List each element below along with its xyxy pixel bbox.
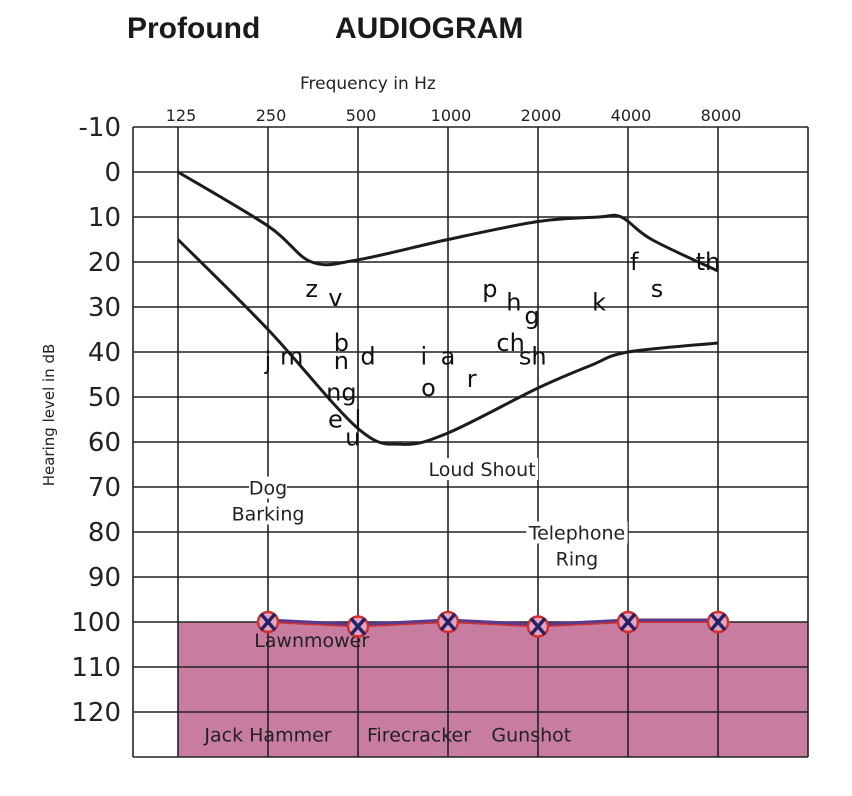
phoneme-label: n (334, 347, 349, 375)
threshold-x-marker (529, 617, 547, 636)
y-tick-label: 30 (88, 293, 121, 323)
y-tick-label: 60 (88, 428, 121, 458)
sound-label-bg (526, 521, 628, 544)
phoneme-label: sh (519, 343, 547, 371)
sound-label: Jack Hammer (203, 725, 331, 747)
frequency-ticks: 125 250 500 1000 2000 4000 8000 (166, 106, 742, 125)
environmental-sounds: Dog Barking Loud Shout Telephone Ring Lawnmow… (203, 458, 628, 747)
x-tick-label: 4000 (611, 106, 652, 125)
sound-label: Barking (232, 504, 305, 526)
threshold-x-marker (259, 612, 277, 632)
hearing-level-ticks: -10 0 10 20 30 40 50 60 70 80 90 100 110 120 (71, 113, 121, 728)
phoneme-label: d (360, 343, 375, 371)
threshold-line-left (267, 618, 718, 627)
sound-label-bg (249, 476, 287, 499)
phoneme-label: j (264, 347, 272, 375)
speech-banana-lower (176, 238, 719, 446)
x-tick-label: 2000 (521, 106, 562, 125)
threshold-x-marker (349, 617, 367, 636)
chart-grid (132, 126, 809, 758)
sound-label: Ring (556, 549, 599, 571)
phoneme-label: g (524, 302, 539, 330)
phoneme-label: ng (326, 379, 356, 407)
y-tick-label: 10 (88, 203, 121, 233)
speech-banana (176, 170, 719, 446)
phoneme-label: o (421, 374, 436, 402)
threshold-x-marker (439, 612, 457, 632)
y-tick-label: 40 (88, 338, 121, 368)
sound-label: Dog (249, 478, 287, 500)
y-tick-label: 90 (88, 563, 121, 593)
x-tick-label: 125 (166, 106, 197, 125)
phoneme-label: ch (496, 329, 524, 357)
phoneme-label: l (355, 406, 362, 434)
phoneme-label: r (467, 365, 477, 393)
profound-loss-band (178, 622, 808, 757)
phoneme-label: i (420, 343, 427, 371)
sound-label: Firecracker (367, 725, 471, 747)
y-tick-label: 100 (71, 608, 121, 638)
sound-label-bg (227, 502, 309, 525)
sound-label-bg (552, 547, 602, 570)
phoneme-label: f (630, 248, 639, 276)
hearing-thresholds (256, 610, 730, 638)
y-tick-label: 0 (104, 158, 121, 188)
x-axis-label: Frequency in Hz (300, 74, 436, 94)
sound-label: Gunshot (491, 725, 571, 747)
y-tick-label: 80 (88, 518, 121, 548)
phoneme-label: s (651, 275, 664, 303)
phoneme-label: k (592, 289, 606, 317)
y-tick-label: -10 (79, 113, 121, 143)
sound-label-bg (426, 458, 539, 480)
phoneme-label: e (328, 406, 343, 434)
threshold-x-marker (619, 612, 637, 632)
phoneme-label: z (305, 275, 318, 303)
threshold-line-right (267, 620, 718, 628)
threshold-x-marker (709, 612, 727, 632)
y-axis-label: Hearing level in dB (40, 344, 58, 487)
x-tick-label: 1000 (431, 106, 472, 125)
y-tick-label: 120 (71, 698, 121, 728)
x-tick-label: 8000 (701, 106, 742, 125)
x-tick-label: 500 (346, 106, 377, 125)
phoneme-label: v (328, 284, 342, 312)
y-tick-label: 70 (88, 473, 121, 503)
phoneme-label: h (506, 289, 521, 317)
phoneme-label: p (482, 275, 497, 303)
sound-label: Telephone (528, 523, 626, 545)
phoneme-label: u (345, 424, 360, 452)
phoneme-label: a (441, 343, 456, 371)
phoneme-label: m (280, 343, 303, 371)
sound-label: Lawnmower (254, 630, 369, 652)
y-tick-label: 50 (88, 383, 121, 413)
sound-label: Loud Shout (428, 459, 535, 481)
phoneme-label: b (334, 329, 349, 357)
x-tick-label: 250 (256, 106, 287, 125)
y-tick-label: 110 (71, 653, 121, 683)
chart-title: AUDIOGRAM (335, 12, 523, 45)
y-tick-label: 20 (88, 248, 121, 278)
severity-label: Profound (127, 12, 260, 45)
phoneme-label: th (696, 248, 721, 276)
profound-band-rect (178, 622, 808, 757)
speech-banana-upper (177, 170, 719, 273)
